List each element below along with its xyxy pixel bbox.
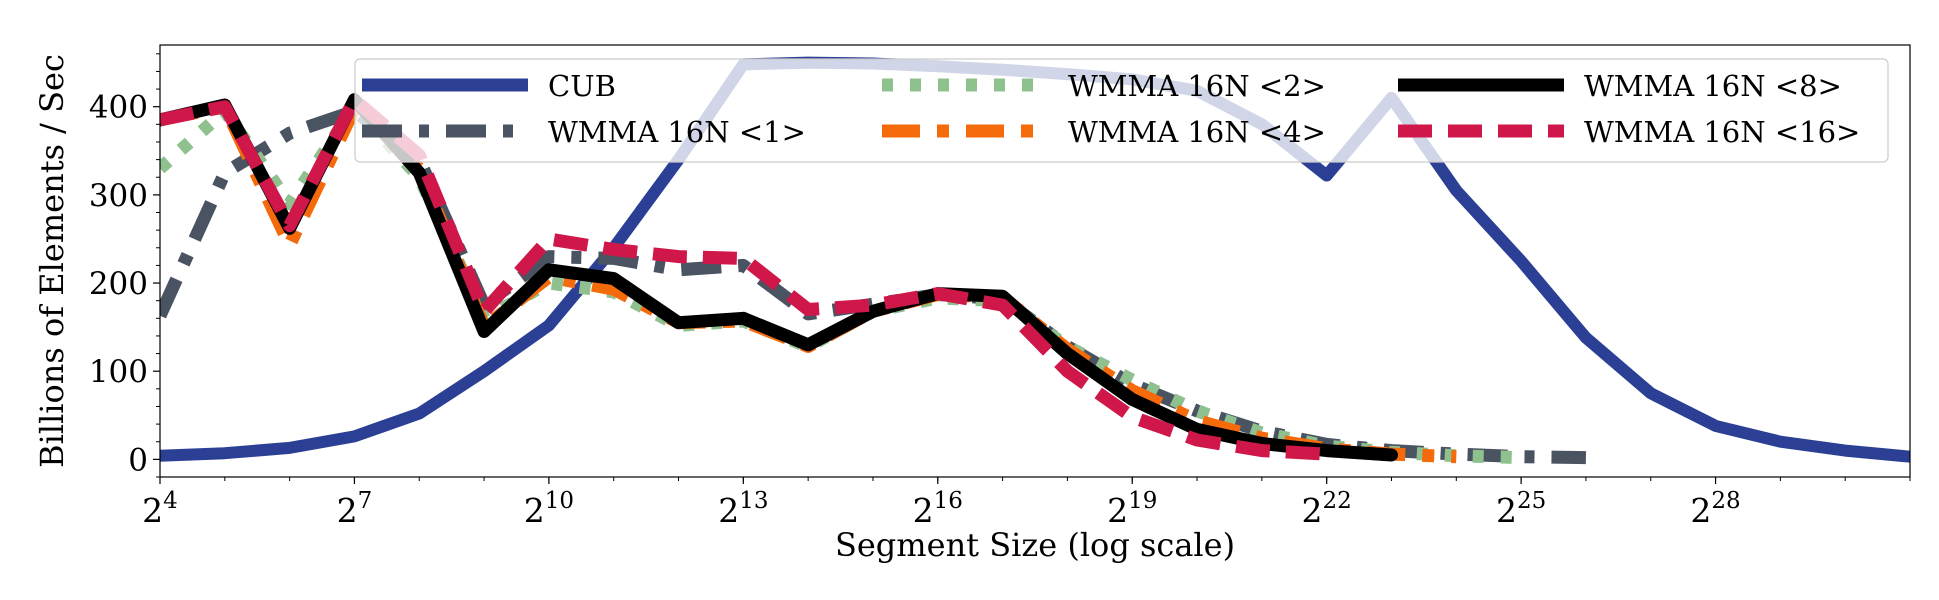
x-tick-base: 2 [337,491,358,530]
plot-frame [159,44,1911,478]
legend-item-wmma-16n-4: WMMA 16N <4> [882,115,1326,149]
x-tick-exponent: 22 [1323,488,1352,514]
legend-item-wmma-16n-2: WMMA 16N <2> [882,69,1326,103]
x-tick-base: 2 [1496,491,1517,530]
x-tick-label: 24 [142,488,178,530]
x-tick-base: 2 [913,491,934,530]
x-tick-label: 225 [1496,488,1546,530]
y-tick-label: 100 [89,354,148,390]
x-tick-exponent: 13 [739,488,768,514]
y-axis-label: Billions of Elements / Sec [33,54,71,468]
legend-item-wmma-16n-8: WMMA 16N <8> [1398,69,1842,103]
x-tick-exponent: 4 [163,488,178,514]
legend: CUB WMMA 16N <1> WMMA 16N <2> WMMA 16N <4> W… [354,58,1889,163]
y-tick-label: 200 [89,266,148,302]
legend-label: WMMA 16N <8> [1584,69,1842,103]
legend-items: CUB WMMA 16N <1> WMMA 16N <2> WMMA 16N <4> W… [362,69,1860,149]
x-tick-exponent: 16 [934,488,963,514]
x-tick-base: 2 [1302,491,1323,530]
legend-label: WMMA 16N <1> [548,115,806,149]
legend-label: WMMA 16N <4> [1068,115,1326,149]
x-tick-label: 216 [913,488,963,530]
legend-item-cub: CUB [362,69,616,103]
legend-label: WMMA 16N <16> [1584,115,1860,149]
x-tick-label: 228 [1690,488,1740,530]
y-tick-label: 0 [128,442,148,478]
x-axis: 24 27 210 213 216 219 222 225 228 [142,477,1911,530]
x-tick-base: 2 [142,491,163,530]
x-tick-label: 27 [337,488,373,530]
y-tick-label: 300 [89,178,148,214]
x-tick-label: 219 [1107,488,1157,530]
x-tick-base: 2 [1690,491,1711,530]
x-tick-base: 2 [524,491,545,530]
legend-item-wmma-16n-16: WMMA 16N <16> [1398,115,1860,149]
legend-label: WMMA 16N <2> [1068,69,1326,103]
legend-item-wmma-16n-1: WMMA 16N <1> [362,115,806,149]
y-tick-label: 400 [89,90,148,126]
x-tick-base: 2 [718,491,739,530]
x-tick-label: 210 [524,488,574,530]
legend-label: CUB [548,69,616,103]
x-tick-label: 213 [718,488,768,530]
x-tick-label: 222 [1302,488,1352,530]
x-tick-exponent: 25 [1517,488,1546,514]
x-axis-label: Segment Size (log scale) [835,526,1235,564]
x-tick-base: 2 [1107,491,1128,530]
y-axis: 0 100 200 300 400 [89,53,160,478]
x-tick-exponent: 10 [545,488,574,514]
x-tick-exponent: 7 [358,488,373,514]
x-tick-exponent: 19 [1128,488,1157,514]
x-tick-exponent: 28 [1711,488,1740,514]
